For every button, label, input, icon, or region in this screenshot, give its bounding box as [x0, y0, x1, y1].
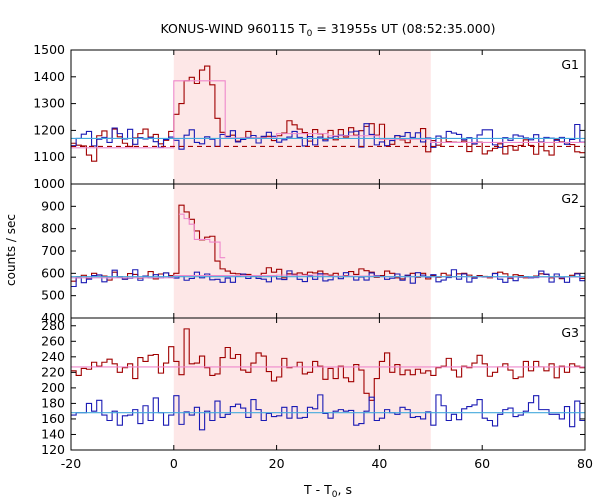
x-tick-label: -20 — [61, 456, 81, 471]
y-tick-label: 500 — [41, 288, 65, 303]
x-tick-label: 0 — [170, 456, 178, 471]
series-line-g3-1 — [71, 394, 585, 431]
panel-label: G2 — [561, 191, 579, 206]
highlight-band — [173, 50, 431, 184]
y-tick-label: 160 — [41, 411, 65, 426]
y-tick-label: 200 — [41, 380, 65, 395]
y-tick-label: 180 — [41, 395, 65, 410]
series-line-g1-0 — [71, 65, 585, 162]
series-line-g1-2 — [71, 80, 585, 149]
panel-g2: 400 500 600 700 800 900 G2 — [41, 183, 586, 325]
y-tick-label: 1100 — [33, 149, 65, 164]
y-tick-label: 140 — [41, 426, 65, 441]
y-tick-label: 220 — [41, 364, 65, 379]
panel-label: G3 — [561, 325, 579, 340]
x-tick-label: 20 — [269, 456, 285, 471]
highlight-band — [173, 318, 431, 450]
panel-g1: 1000 1100 1200 1300 1400 1500 G1 — [33, 42, 586, 191]
y-tick-label: 1500 — [33, 42, 65, 57]
chart-title: KONUS-WIND 960115 T0 = 31955s UT (08:52:… — [160, 21, 495, 39]
y-tick-label: 1400 — [33, 69, 65, 84]
series-line-g2-3 — [178, 213, 226, 259]
y-axis-label: counts / sec — [4, 214, 18, 286]
y-tick-label: 1300 — [33, 96, 65, 111]
y-tick-label: 260 — [41, 333, 65, 348]
panel-label: G1 — [561, 57, 579, 72]
y-tick-label: 240 — [41, 349, 65, 364]
y-tick-label: 280 — [41, 318, 65, 333]
x-tick-label: 80 — [577, 456, 593, 471]
y-tick-label: 1200 — [33, 122, 65, 137]
y-tick-label: 800 — [41, 221, 65, 236]
panel-frame — [70, 317, 586, 451]
y-tick-label: 700 — [41, 243, 65, 258]
y-tick-label: 400 — [41, 310, 65, 325]
y-tick-label: 900 — [41, 198, 65, 213]
series-line-g2-1 — [71, 269, 585, 288]
series-line-g3-0 — [71, 328, 585, 401]
series-line-g1-1 — [71, 123, 585, 150]
highlight-band — [173, 184, 431, 318]
y-tick-label: 120 — [41, 442, 65, 457]
x-tick-label: 40 — [371, 456, 387, 471]
y-tick-label: 600 — [41, 265, 65, 280]
y-tick-label: 1000 — [33, 176, 65, 191]
x-tick-label: 60 — [474, 456, 490, 471]
x-axis-label: T - T0, s — [303, 482, 352, 500]
